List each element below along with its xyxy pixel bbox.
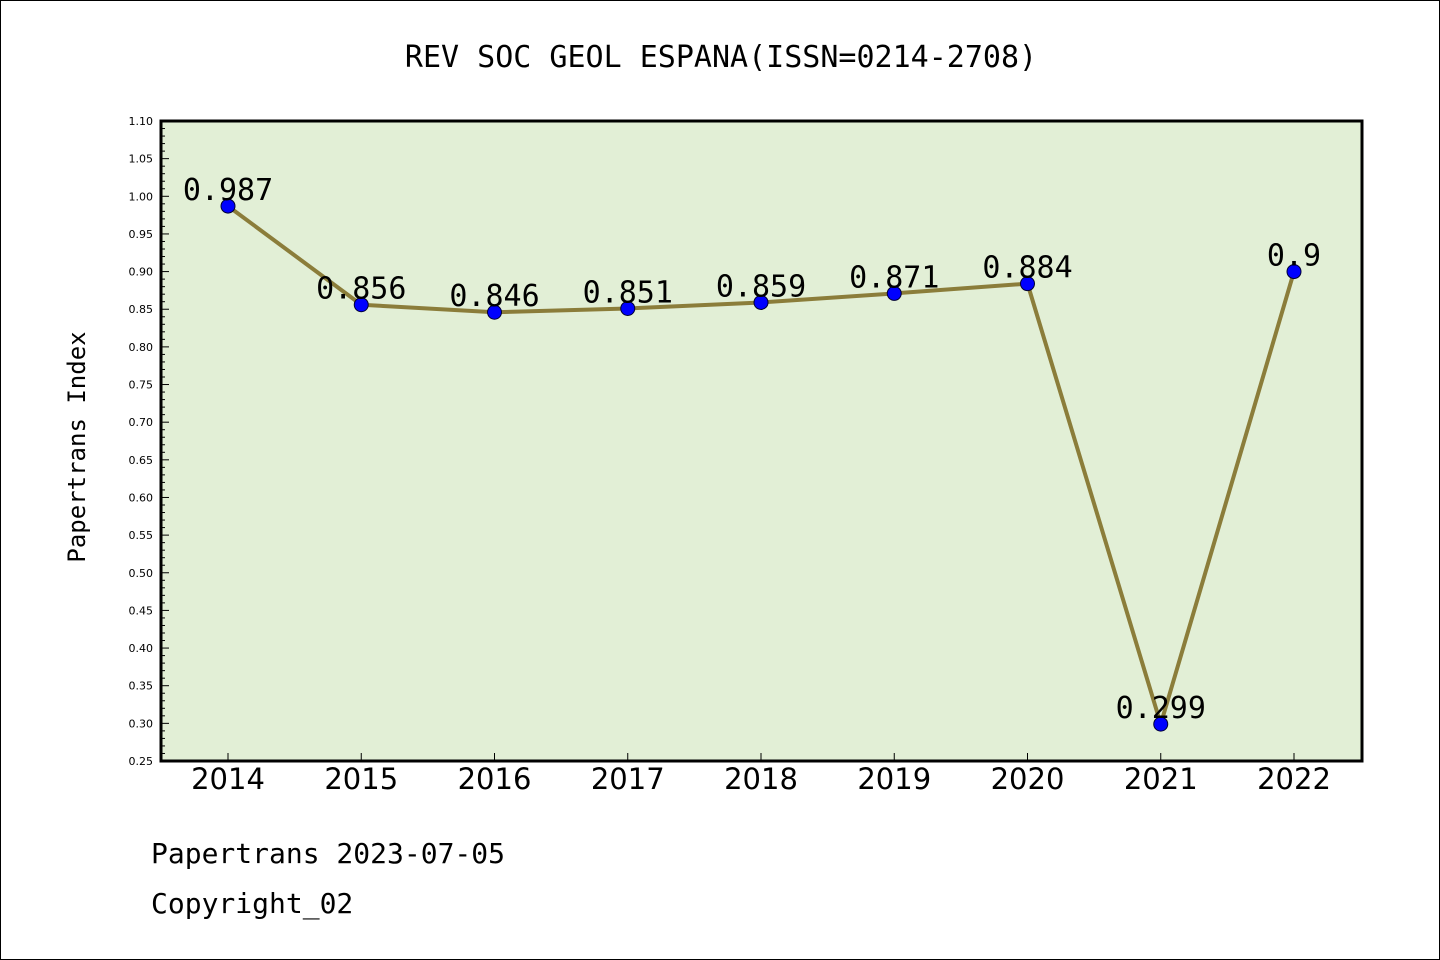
data-label: 0.856: [316, 272, 406, 307]
y-tick-label: 0.65: [129, 454, 154, 467]
x-tick-label: 2014: [191, 762, 265, 796]
y-tick-label: 0.50: [129, 567, 154, 580]
chart-title: REV SOC GEOL ESPANA(ISSN=0214-2708): [405, 40, 1037, 75]
data-point-marker: [353, 297, 369, 313]
y-tick-label: 0.75: [129, 379, 154, 392]
data-markers: [220, 198, 1302, 732]
data-point-marker: [1020, 276, 1035, 292]
data-point-marker: [753, 294, 769, 310]
y-tick-label: 0.60: [129, 491, 154, 504]
y-tick-label: 1.00: [129, 190, 154, 203]
y-tick-label: 0.85: [129, 303, 154, 316]
x-tick-label: 2021: [1124, 762, 1198, 796]
x-tick-label: 2017: [591, 762, 665, 796]
data-point-marker: [487, 304, 502, 320]
y-tick-label: 0.55: [129, 529, 154, 542]
y-tick-label: 0.30: [129, 717, 154, 730]
data-label: 0.846: [449, 279, 539, 314]
y-tick-label: 0.45: [129, 604, 154, 617]
x-tick-label: 2020: [991, 762, 1065, 796]
data-label: 0.299: [1116, 691, 1206, 726]
data-label: 0.871: [849, 260, 939, 295]
footer-date-text: Papertrans 2023-07-05: [151, 837, 506, 870]
data-point-marker: [1153, 716, 1169, 732]
y-tick-label: 0.40: [129, 642, 154, 655]
data-label: 0.851: [583, 275, 673, 310]
x-axis-ticks: 2014 2015 2016 2017 2018 2019 2020 2021 2022: [191, 753, 1331, 796]
x-tick-label: 2016: [458, 762, 532, 796]
y-tick-label: 0.25: [129, 755, 154, 768]
data-labels: 0.987 0.856 0.846 0.851 0.859 0.871 0.884 0.299…: [183, 173, 1321, 726]
data-point-marker: [1286, 264, 1302, 280]
data-label: 0.987: [183, 173, 273, 208]
data-label: 0.884: [982, 251, 1072, 286]
y-tick-label: 0.95: [129, 228, 154, 241]
data-point-marker: [620, 300, 636, 316]
data-point-marker: [220, 198, 236, 214]
y-tick-label: 0.35: [129, 680, 154, 693]
data-point-marker: [886, 285, 902, 301]
plot-border: [159, 119, 1364, 763]
y-axis-label: Papertrans Index: [63, 331, 91, 562]
y-tick-label: 0.80: [129, 341, 154, 354]
x-tick-label: 2022: [1257, 762, 1331, 796]
plot-area: [161, 121, 1362, 761]
data-label: 0.9: [1267, 239, 1321, 274]
y-tick-label: 1.10: [129, 115, 154, 128]
data-label: 0.859: [716, 269, 806, 304]
y-tick-label: 0.70: [129, 416, 154, 429]
x-tick-label: 2018: [724, 762, 798, 796]
y-tick-label: 0.90: [129, 266, 154, 279]
footer-copyright-text: Copyright_02: [151, 887, 354, 920]
x-tick-label: 2015: [324, 762, 398, 796]
y-tick-label: 1.05: [129, 153, 154, 166]
x-tick-label: 2019: [857, 762, 931, 796]
